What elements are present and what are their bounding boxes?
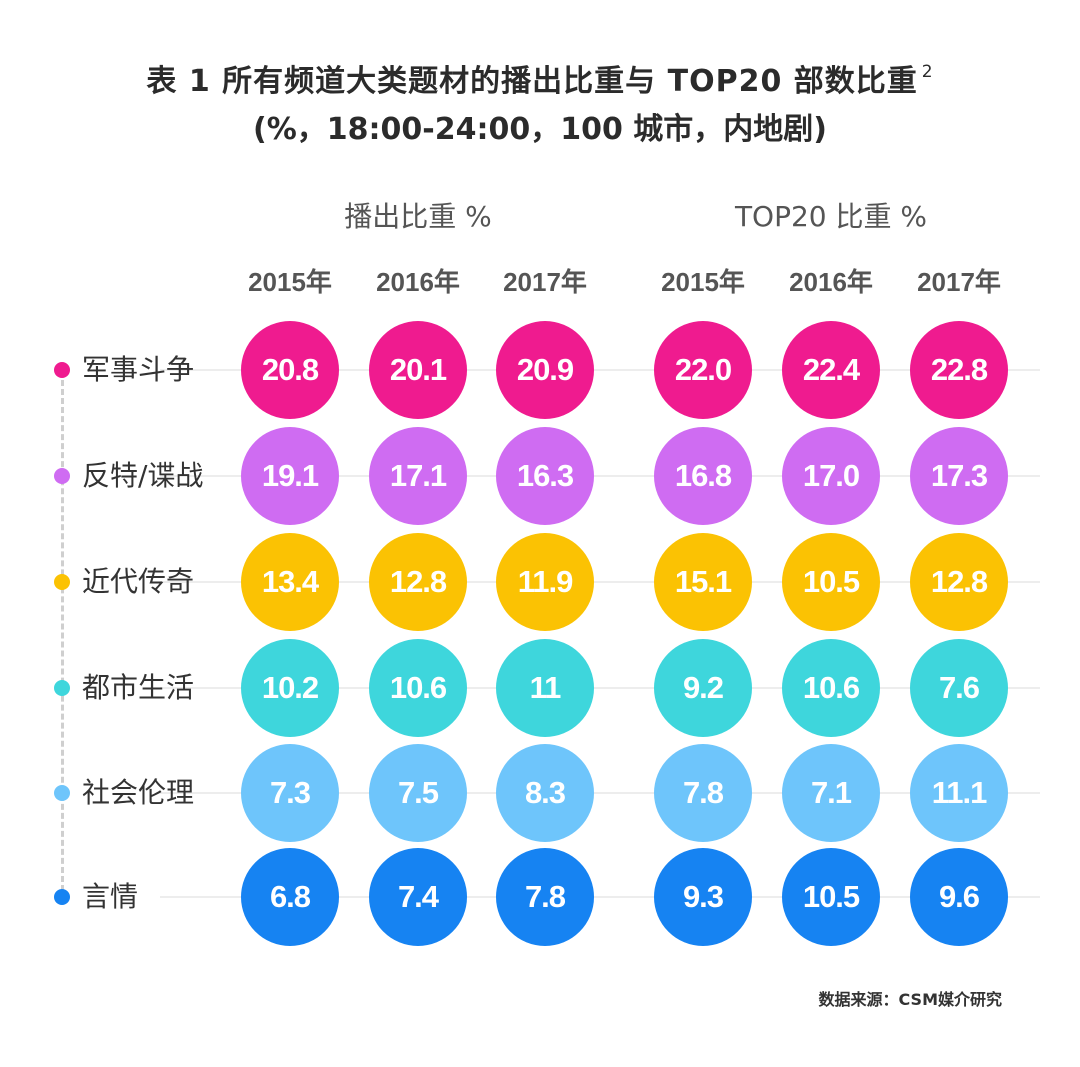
row-guide-line: [160, 792, 1040, 794]
row-guide-line: [160, 475, 1040, 477]
value-bubble: 17.3: [910, 427, 1008, 525]
year-label: 2016年: [789, 267, 873, 297]
chart-title: 表 1 所有频道大类题材的播出比重与 TOP20 部数比重 2 (%，18:00-…: [0, 50, 1080, 152]
category-dot: [54, 889, 70, 905]
value-bubble: 16.3: [496, 427, 594, 525]
value-bubble: 17.0: [782, 427, 880, 525]
category-label: 都市生活: [82, 671, 195, 704]
value-bubble: 7.3: [241, 744, 339, 842]
value-bubble: 7.5: [369, 744, 467, 842]
data-source: 数据来源：CSM媒介研究: [818, 990, 1003, 1009]
value-bubble: 20.9: [496, 321, 594, 419]
year-label: 2015年: [661, 267, 745, 297]
year-label: 2016年: [376, 267, 460, 297]
value-bubble: 8.3: [496, 744, 594, 842]
value-bubble: 12.8: [369, 533, 467, 631]
category-label: 军事斗争: [82, 353, 195, 386]
value-bubble: 15.1: [654, 533, 752, 631]
value-bubble: 9.2: [654, 639, 752, 737]
value-bubble: 16.8: [654, 427, 752, 525]
value-bubble: 9.3: [654, 848, 752, 946]
category-label: 近代传奇: [82, 565, 195, 598]
value-bubble: 7.1: [782, 744, 880, 842]
value-bubble: 10.6: [369, 639, 467, 737]
value-bubble: 11: [496, 639, 594, 737]
title-line-2: (%，18:00-24:00，100 城市，内地剧): [253, 112, 827, 147]
row-guide-line: [160, 581, 1040, 583]
value-bubble: 19.1: [241, 427, 339, 525]
value-bubble: 17.1: [369, 427, 467, 525]
value-bubble: 13.4: [241, 533, 339, 631]
value-bubble: 7.4: [369, 848, 467, 946]
group-header-1: 播出比重 %: [344, 200, 492, 233]
value-bubble: 22.8: [910, 321, 1008, 419]
category-dot: [54, 362, 70, 378]
value-bubble: 9.6: [910, 848, 1008, 946]
title-footnote-mark: 2: [921, 62, 934, 82]
row-guide-line: [160, 687, 1040, 689]
value-bubble: 10.5: [782, 533, 880, 631]
category-label: 社会伦理: [82, 776, 195, 809]
category-dot: [54, 680, 70, 696]
value-bubble: 11.9: [496, 533, 594, 631]
value-bubble: 10.5: [782, 848, 880, 946]
legend-connector-line: [61, 380, 64, 900]
value-bubble: 7.8: [654, 744, 752, 842]
row-guide-line: [160, 896, 1040, 898]
year-label: 2015年: [248, 267, 332, 297]
value-bubble: 20.8: [241, 321, 339, 419]
value-bubble: 12.8: [910, 533, 1008, 631]
value-bubble: 22.0: [654, 321, 752, 419]
value-bubble: 7.8: [496, 848, 594, 946]
value-bubble: 20.1: [369, 321, 467, 419]
category-dot: [54, 574, 70, 590]
category-label: 言情: [82, 880, 139, 913]
title-line-1: 表 1 所有频道大类题材的播出比重与 TOP20 部数比重 2: [0, 50, 1080, 104]
group-header-2: TOP20 比重 %: [734, 200, 928, 233]
category-dot: [54, 785, 70, 801]
year-label: 2017年: [503, 267, 587, 297]
value-bubble: 11.1: [910, 744, 1008, 842]
row-guide-line: [160, 369, 1040, 371]
value-bubble: 6.8: [241, 848, 339, 946]
category-dot: [54, 468, 70, 484]
value-bubble: 10.6: [782, 639, 880, 737]
category-label: 反特/谍战: [82, 459, 204, 492]
value-bubble: 7.6: [910, 639, 1008, 737]
value-bubble: 22.4: [782, 321, 880, 419]
value-bubble: 10.2: [241, 639, 339, 737]
year-label: 2017年: [917, 267, 1001, 297]
title-main-text: 表 1 所有频道大类题材的播出比重与 TOP20 部数比重: [146, 64, 918, 99]
